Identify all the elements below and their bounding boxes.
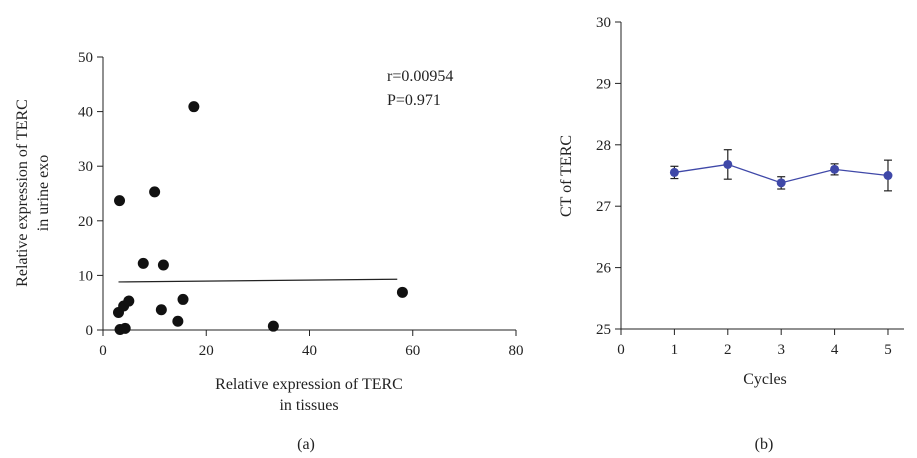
scatter-point [396, 286, 408, 298]
series-point [723, 159, 733, 169]
y-tick-label-b: 28 [596, 138, 611, 154]
y-tick-label-a: 0 [86, 323, 94, 339]
x-axis-label-a-line2: in tissues [279, 397, 338, 414]
x-tick-label-a: 20 [199, 343, 214, 359]
x-tick-label-b: 5 [884, 342, 892, 358]
scatter-point [137, 257, 149, 269]
regression-line [118, 278, 398, 283]
x-tick-label-a: 80 [509, 343, 524, 359]
series-point [669, 167, 679, 177]
scatter-point [188, 101, 200, 113]
y-tick-label-b: 29 [596, 76, 611, 92]
scatter-point [155, 304, 167, 316]
scatter-point [172, 315, 184, 327]
x-tick-label-a: 0 [99, 343, 107, 359]
series-points [669, 159, 893, 188]
x-axis-label-a-line1: Relative expression of TERC [215, 376, 403, 393]
y-ticks-b: 25 26 27 28 29 30 [596, 15, 621, 338]
y-tick-label-b: 25 [596, 322, 611, 338]
scatter-point [119, 322, 131, 334]
y-axis-label-a-line1: Relative expression of TERC [14, 99, 31, 287]
y-tick-label-a: 10 [78, 268, 93, 284]
series-point [776, 178, 786, 188]
panel-label-a: (a) [297, 436, 315, 453]
series-point [830, 164, 840, 174]
x-tick-label-a: 40 [302, 343, 317, 359]
y-tick-label-a: 20 [78, 214, 93, 230]
panel-label-b: (b) [755, 436, 774, 453]
scatter-point [149, 186, 161, 198]
scatter-point [267, 320, 279, 332]
x-tick-label-b: 2 [724, 342, 732, 358]
x-ticks-b: 0 1 2 3 4 5 [617, 329, 892, 358]
y-ticks-a: 0 10 20 30 40 50 [78, 50, 103, 339]
y-tick-label-a: 50 [78, 50, 93, 66]
y-tick-label-a: 30 [78, 159, 93, 175]
line-panel-b: 25 26 27 28 29 30 0 1 2 3 4 5 Cycles CT of TERC (b… [558, 15, 904, 453]
y-axis-label-a-line2: in urine exo [35, 155, 52, 231]
scatter-point [177, 293, 189, 305]
x-tick-label-b: 0 [617, 342, 625, 358]
y-tick-label-a: 40 [78, 105, 93, 121]
y-tick-label-b: 26 [596, 261, 612, 277]
y-axis-label-b: CT of TERC [558, 135, 575, 217]
x-tick-label-b: 3 [777, 342, 785, 358]
scatter-point [123, 295, 135, 307]
correlation-r: r=0.00954 [387, 68, 453, 85]
x-tick-label-a: 60 [405, 343, 420, 359]
x-tick-label-b: 4 [831, 342, 839, 358]
x-tick-label-b: 1 [671, 342, 679, 358]
scatter-point [114, 195, 126, 207]
scatter-point [157, 259, 169, 271]
x-ticks-a: 0 20 40 60 80 [99, 330, 524, 359]
x-axis-label-b: Cycles [743, 371, 787, 388]
scatter-points [112, 101, 408, 335]
p-value: P=0.971 [387, 92, 441, 109]
y-tick-label-b: 27 [596, 199, 612, 215]
series-point [883, 171, 893, 180]
y-tick-label-b: 30 [596, 15, 611, 31]
